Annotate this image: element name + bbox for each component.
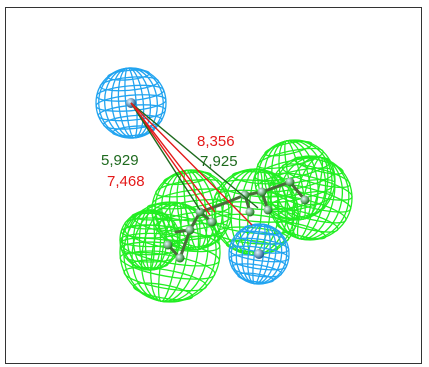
distance-lines [130, 102, 259, 226]
hydrophobic-sphere[interactable] [262, 147, 358, 248]
aromatic-sphere[interactable] [95, 65, 167, 140]
hydrophobic-sphere[interactable] [119, 209, 181, 271]
molecule-atoms [163, 177, 310, 263]
distance-label: 8,356 [197, 133, 235, 150]
aromatic-sphere[interactable] [227, 220, 290, 287]
distance-label: 7,925 [200, 153, 238, 170]
distance-label: 5,929 [101, 152, 139, 169]
distance-label: 7,468 [107, 173, 145, 190]
